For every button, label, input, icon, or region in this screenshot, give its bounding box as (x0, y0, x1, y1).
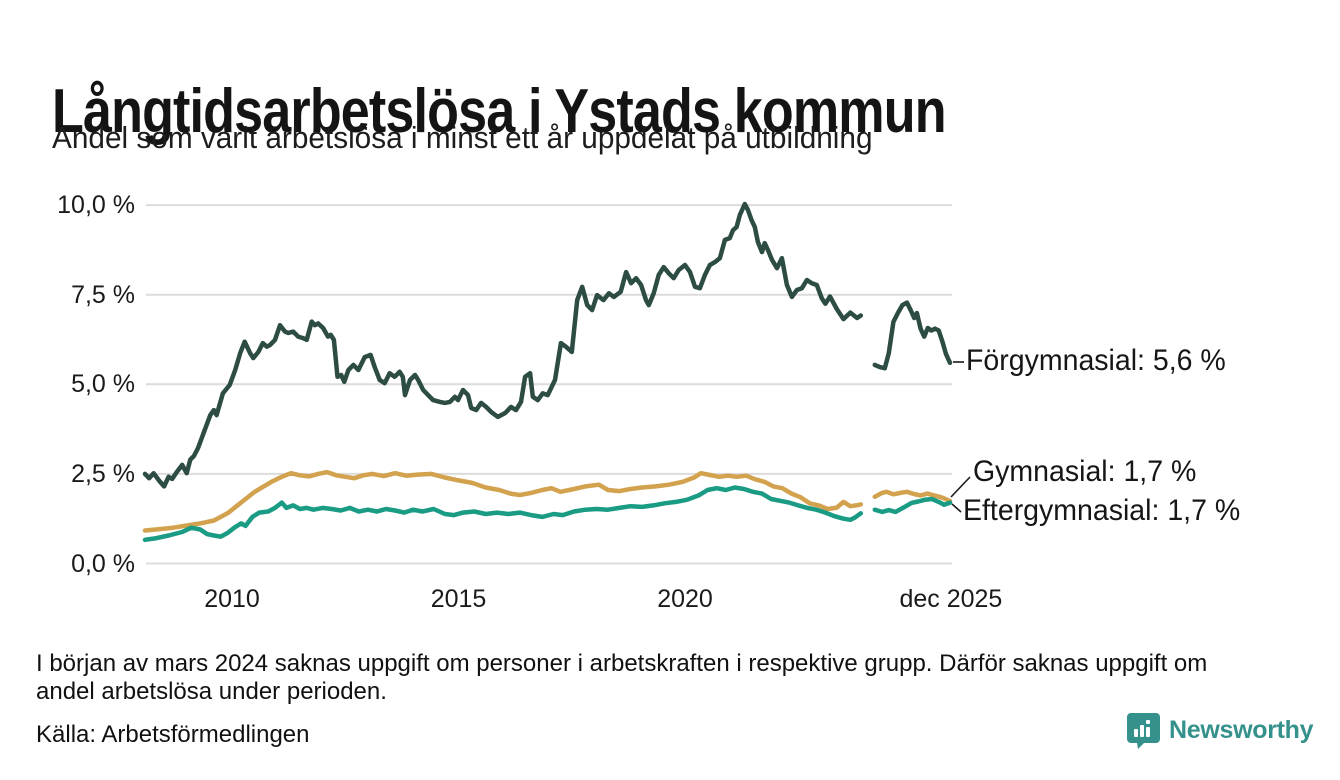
newsworthy-wordmark: Newsworthy (1169, 716, 1314, 744)
newsworthy-logo: Newsworthy (1127, 712, 1314, 749)
y-tick-label: 5,0 % (71, 370, 135, 399)
series-line-förgymnasial (872, 300, 953, 371)
source-caption: Källa: Arbetsförmedlingen (36, 721, 310, 748)
series-line-eftergymnasial (142, 485, 864, 543)
connector-eftergymnasial (951, 503, 962, 513)
series-end-label-gymnasial: Gymnasial: 1,7 % (973, 455, 1197, 488)
series-end-label-forgymnasial: Förgymnasial: 5,6 % (966, 344, 1226, 377)
connector-gymnasial (950, 476, 971, 498)
y-tick-label: 10,0 % (57, 191, 135, 220)
series-line-gymnasial (872, 489, 953, 504)
page-subtitle: Andel som varit arbetslösa i minst ett å… (52, 120, 873, 155)
y-tick-label: 2,5 % (71, 459, 135, 488)
x-tick-label: 2015 (430, 585, 487, 613)
page-title: Långtidsarbetslösa i Ystads kommun (52, 76, 947, 146)
footnote-line-2: andel arbetslösa under perioden. (36, 678, 387, 705)
footnote-line-1: I början av mars 2024 saknas uppgift om … (36, 650, 1208, 677)
y-tick-label: 0,0 % (71, 549, 135, 578)
series-end-label-eftergymnasial: Eftergymnasial: 1,7 % (963, 494, 1241, 527)
newsworthy-bubble-chart-icon (1127, 713, 1160, 749)
series-line-eftergymnasial (872, 496, 953, 515)
footnote: I början av mars 2024 saknas uppgift om … (36, 650, 1316, 706)
series-line-gymnasial (142, 469, 864, 533)
x-tick-label: 2010 (204, 585, 260, 613)
x-tick-label: 2020 (657, 585, 713, 613)
y-tick-label: 7,5 % (71, 280, 135, 309)
x-tick-label: dec 2025 (899, 585, 1003, 613)
series-line-förgymnasial (142, 201, 864, 489)
